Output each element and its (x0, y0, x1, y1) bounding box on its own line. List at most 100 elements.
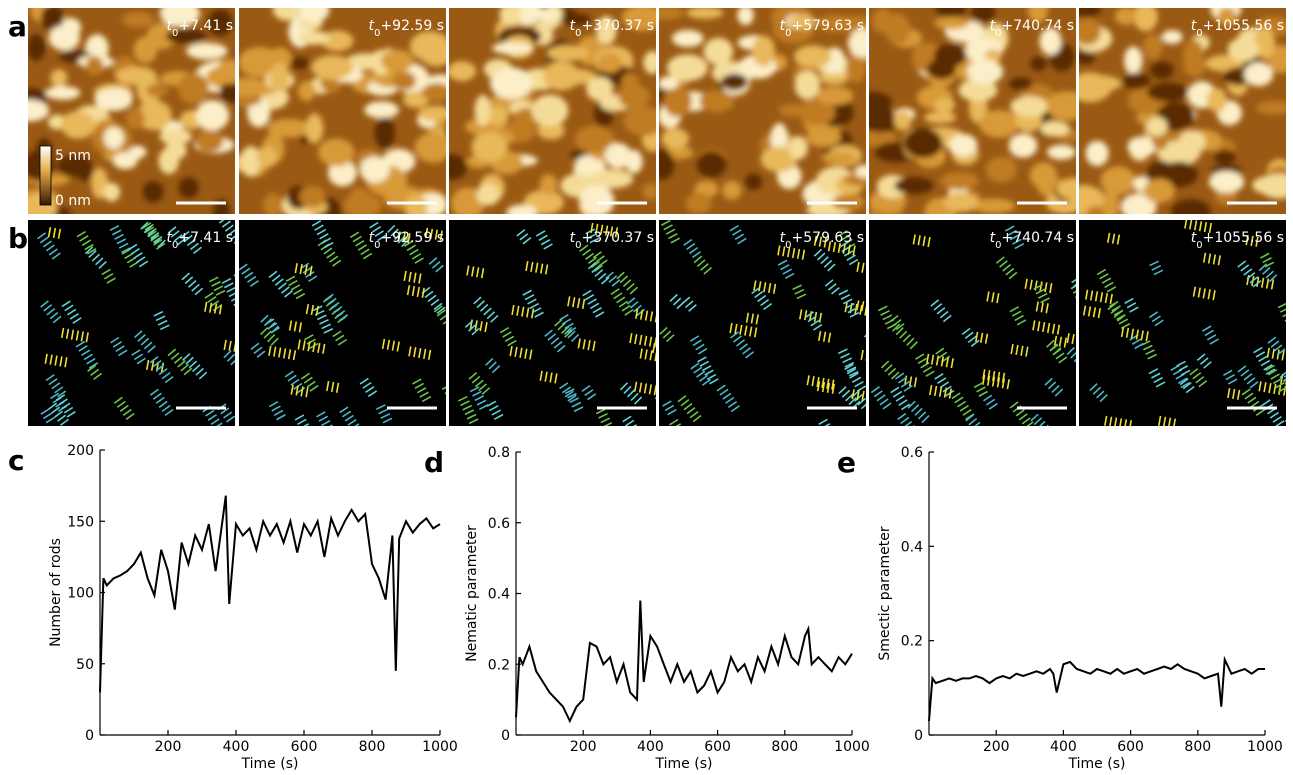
rod-mark (561, 386, 572, 394)
x-tick-label: 200 (570, 739, 597, 755)
rod-mark (567, 296, 571, 307)
afm-blob (1146, 116, 1168, 137)
rod-mark (1126, 302, 1137, 309)
rod-mark (608, 275, 618, 283)
rod-mark (1025, 346, 1029, 357)
rod-mark (772, 283, 777, 294)
afm-blob (299, 185, 326, 208)
rod-mark (644, 349, 648, 360)
y-tick-label: 100 (67, 586, 94, 602)
rod-mark (472, 390, 482, 397)
y-axis-label: Nematic parameter (464, 525, 480, 662)
rod-mark (601, 276, 610, 285)
afm-blob (1206, 87, 1227, 113)
afm-blob (128, 145, 147, 159)
rod-mark (1029, 279, 1033, 290)
rod-mark (95, 257, 104, 266)
rod-mark (539, 370, 543, 381)
rod-mark (424, 227, 429, 239)
rod-mark (473, 296, 482, 305)
afm-blob (948, 133, 978, 157)
rod-mark (1258, 355, 1268, 362)
rod-mark (925, 353, 930, 364)
time-var: t (570, 18, 576, 34)
image-content (449, 8, 656, 214)
rod-mark (1120, 326, 1125, 337)
time-var: t (990, 18, 996, 34)
rod-mark (827, 263, 836, 272)
afm-blob (1046, 91, 1076, 121)
rod-mark (782, 268, 793, 275)
rod-mark (543, 243, 553, 250)
rod-mark (1270, 373, 1280, 380)
rod-mark (270, 337, 279, 346)
rod-mark (52, 227, 57, 239)
rod-mark (483, 307, 492, 316)
rod-mark (338, 314, 349, 322)
rod-mark (1244, 392, 1254, 400)
afm-blob (449, 154, 468, 180)
rod-mark (1006, 379, 1010, 390)
rod-mark (838, 230, 848, 237)
rod-mark (943, 387, 948, 398)
rod-mark (920, 361, 930, 369)
rod-mark (66, 308, 77, 316)
rod-mark (471, 266, 475, 277)
rod-mark (1265, 278, 1270, 289)
x-tick-label: 400 (223, 739, 250, 755)
rod-mark (335, 382, 340, 393)
rod-mark (567, 392, 577, 399)
afm-blob (321, 30, 354, 52)
afm-blob (798, 99, 836, 126)
rod-mark (663, 224, 673, 231)
rod-mark (502, 331, 512, 338)
rod-mark (626, 282, 635, 291)
rod-mark (177, 360, 186, 368)
rod-mark (1258, 381, 1262, 392)
rod-mark (669, 418, 679, 426)
rod-mark (145, 359, 150, 370)
image-content (869, 220, 1076, 426)
rod-mark (54, 386, 64, 394)
rod-mark (750, 313, 755, 324)
rod-mark (811, 376, 815, 387)
rod-mark (1012, 238, 1022, 245)
rod-mark (376, 404, 386, 410)
rod-mark (945, 357, 949, 368)
rod-mark (140, 337, 150, 346)
rod-mark (632, 423, 637, 426)
rod-mark (821, 377, 825, 388)
rod-mark (624, 419, 635, 426)
rod-mark (471, 327, 480, 336)
rod-mark (1118, 318, 1129, 325)
rod-mark (991, 292, 995, 303)
rod-mark (159, 324, 170, 331)
rod-mark (582, 339, 586, 350)
rod-mark (1104, 281, 1114, 289)
image-content (1079, 220, 1293, 426)
rod-mark (554, 373, 558, 384)
rod-mark (1009, 306, 1019, 313)
rod-mark (1018, 413, 1028, 421)
rod-mark (1275, 382, 1285, 389)
rod-mark (1157, 415, 1162, 426)
rod-mark (466, 265, 470, 276)
rod-mark (832, 242, 837, 253)
rod-mark (149, 356, 159, 364)
rod-mark (938, 351, 948, 359)
rod-mark (1073, 358, 1076, 363)
rod-mark (1287, 321, 1293, 325)
rod-mark (848, 397, 857, 406)
afm-blob (1143, 33, 1163, 60)
afm-blob (41, 8, 64, 32)
rod-mark (170, 230, 180, 238)
y-tick-label: 0.2 (488, 657, 510, 673)
rod-mark (1107, 302, 1117, 311)
rod-mark (1024, 278, 1028, 289)
rod-mark (870, 386, 880, 394)
afm-blob (788, 135, 808, 160)
rod-mark (591, 265, 600, 274)
afm-blob (449, 61, 477, 82)
time-text: +92.59 s (380, 230, 444, 246)
afm-blob (686, 8, 724, 19)
